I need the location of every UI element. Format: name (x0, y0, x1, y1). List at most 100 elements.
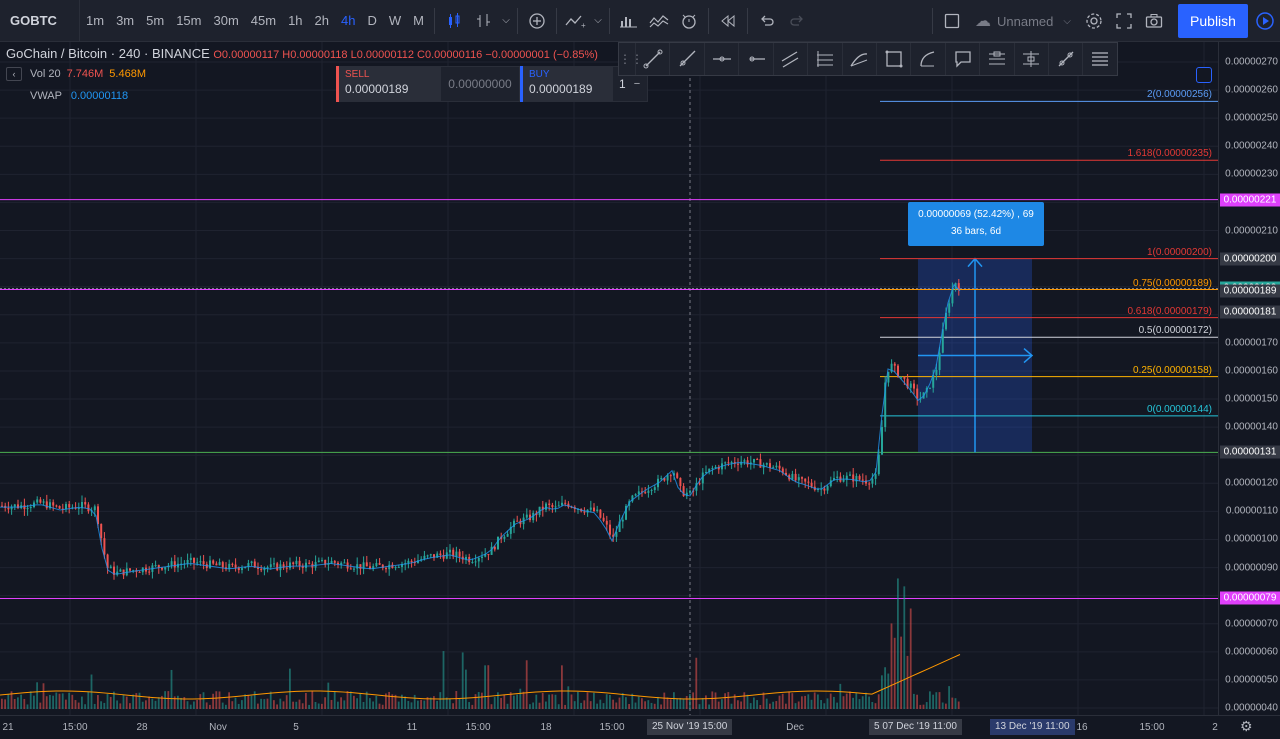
volume-bar (957, 701, 960, 709)
indicators-icon[interactable]: + (561, 0, 591, 42)
play-icon[interactable] (1250, 4, 1280, 38)
candle-body (676, 473, 679, 478)
volume-bar (561, 665, 563, 709)
volume-bar (711, 691, 714, 709)
horizontal-line-icon[interactable] (703, 43, 738, 75)
ray-icon[interactable] (669, 43, 703, 75)
sell-label: SELL (345, 69, 370, 80)
layout-icon[interactable] (937, 0, 967, 42)
timeframe-w[interactable]: W (388, 13, 402, 28)
volume-bar (423, 700, 426, 709)
undo-icon[interactable] (752, 0, 782, 42)
chart-options-icon[interactable] (1196, 67, 1212, 83)
timeframe-2h[interactable]: 2h (314, 13, 330, 28)
alert-icon[interactable] (674, 0, 704, 42)
measure-icon[interactable] (1048, 43, 1082, 75)
price-tick-label: 0.00000250 (1225, 112, 1278, 124)
timeframe-4h[interactable]: 4h (341, 13, 356, 28)
volume-bar (641, 698, 643, 709)
candle-body (100, 523, 103, 539)
financials-icon[interactable] (614, 0, 644, 42)
price-axis[interactable]: 0.00000270 0.00000260 0.00000250 0.00000240… (1218, 42, 1280, 715)
parallel-channel-icon[interactable] (772, 43, 807, 75)
volume-bar (618, 697, 621, 709)
candle-body (29, 507, 32, 509)
timeframe-m[interactable]: M (413, 13, 424, 28)
candle-body (474, 561, 477, 563)
candle-body (84, 502, 87, 505)
candle-body (561, 502, 563, 506)
volume-bar (698, 704, 701, 709)
collapse-icon[interactable]: ‹ (6, 67, 22, 81)
candle-body (298, 560, 301, 567)
candle-body (746, 460, 749, 465)
volume-bar (714, 692, 717, 709)
symbol-search[interactable]: GOBTC (0, 0, 80, 42)
volume-bar (586, 692, 589, 709)
timeframe-1m[interactable]: 1m (86, 13, 105, 28)
fib-level-label: 0.75(0.00000189) (1133, 277, 1212, 289)
date-range-icon[interactable] (1013, 43, 1048, 75)
redo-icon[interactable] (782, 0, 812, 42)
volume-bar (797, 701, 800, 709)
gear-icon[interactable]: ⚙ (1240, 718, 1253, 734)
volume-bar (653, 703, 656, 709)
horizontal-ray-icon[interactable] (738, 43, 772, 75)
replay-icon[interactable] (713, 0, 743, 42)
bars-icon[interactable] (469, 0, 499, 42)
pitchfork-icon[interactable] (841, 43, 876, 75)
fib-retracement-icon[interactable] (1082, 43, 1116, 75)
candle-body (756, 459, 759, 461)
volume-bar (237, 703, 240, 709)
fullscreen-icon[interactable] (1109, 0, 1139, 42)
compare-icon[interactable] (522, 0, 552, 42)
timeframe-1h[interactable]: 1h (288, 13, 303, 28)
price-tag-label: 0.00000079 (1220, 591, 1280, 605)
volume-bar (369, 698, 371, 709)
timeframe-15m[interactable]: 15m (176, 13, 202, 28)
timeframe-30m[interactable]: 30m (213, 13, 239, 28)
layout-name-button[interactable]: ☁ Unnamed ⌵ (967, 0, 1079, 42)
timeframe-d[interactable]: D (367, 13, 377, 28)
right-toolbar: ☁ Unnamed ⌵ (928, 0, 1169, 42)
callout-icon[interactable] (944, 43, 979, 75)
candle-body (797, 477, 800, 481)
minus-icon[interactable]: − (633, 78, 641, 90)
regression-icon[interactable] (807, 43, 841, 75)
candle-body (599, 509, 602, 518)
long-position-icon[interactable] (979, 43, 1013, 75)
volume-bar (273, 700, 275, 709)
volume-bar (135, 693, 138, 709)
candle-body (932, 374, 935, 388)
time-tick-label: Dec (786, 722, 804, 733)
timeframe-5m[interactable]: 5m (146, 13, 165, 28)
volume-bar (474, 694, 477, 709)
settings-icon[interactable] (1079, 0, 1109, 42)
sell-button[interactable]: SELL 0.00000189 (336, 66, 440, 102)
volume-bar (660, 704, 662, 709)
chevron-down-icon[interactable]: ⌵ (502, 15, 510, 26)
candle-body (823, 488, 826, 491)
timeframe-45m[interactable]: 45m (250, 13, 277, 28)
drag-handle-icon[interactable]: ⋮⋮ (619, 52, 643, 66)
publish-button[interactable]: Publish (1178, 4, 1248, 38)
volume-bar (599, 699, 602, 709)
camera-icon[interactable] (1139, 0, 1169, 42)
candle-body (394, 567, 397, 569)
buy-button[interactable]: BUY 0.00000189 (520, 66, 612, 102)
candle-body (957, 283, 960, 290)
time-axis[interactable]: ⚙ 21 15:00 28 Nov 5 11 15:00 18 15:00 Dec 16 15:00 2… (0, 715, 1280, 739)
volume-bar (826, 698, 829, 709)
brush-icon[interactable] (910, 43, 944, 75)
chevron-down-icon[interactable]: ⌵ (594, 15, 602, 26)
templates-icon[interactable] (644, 0, 674, 42)
candle-body (154, 565, 157, 567)
rectangle-icon[interactable] (875, 43, 910, 75)
candles-icon[interactable] (439, 0, 469, 42)
candle-body (362, 562, 365, 569)
price-chart[interactable] (0, 42, 1218, 715)
trend-line-icon[interactable] (635, 43, 669, 75)
timeframe-3m[interactable]: 3m (116, 13, 135, 28)
volume-bar (893, 637, 896, 709)
candle-body (730, 462, 733, 464)
